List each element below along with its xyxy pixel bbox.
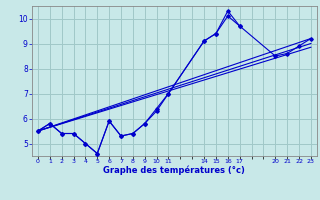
X-axis label: Graphe des températures (°c): Graphe des températures (°c) [103, 166, 245, 175]
